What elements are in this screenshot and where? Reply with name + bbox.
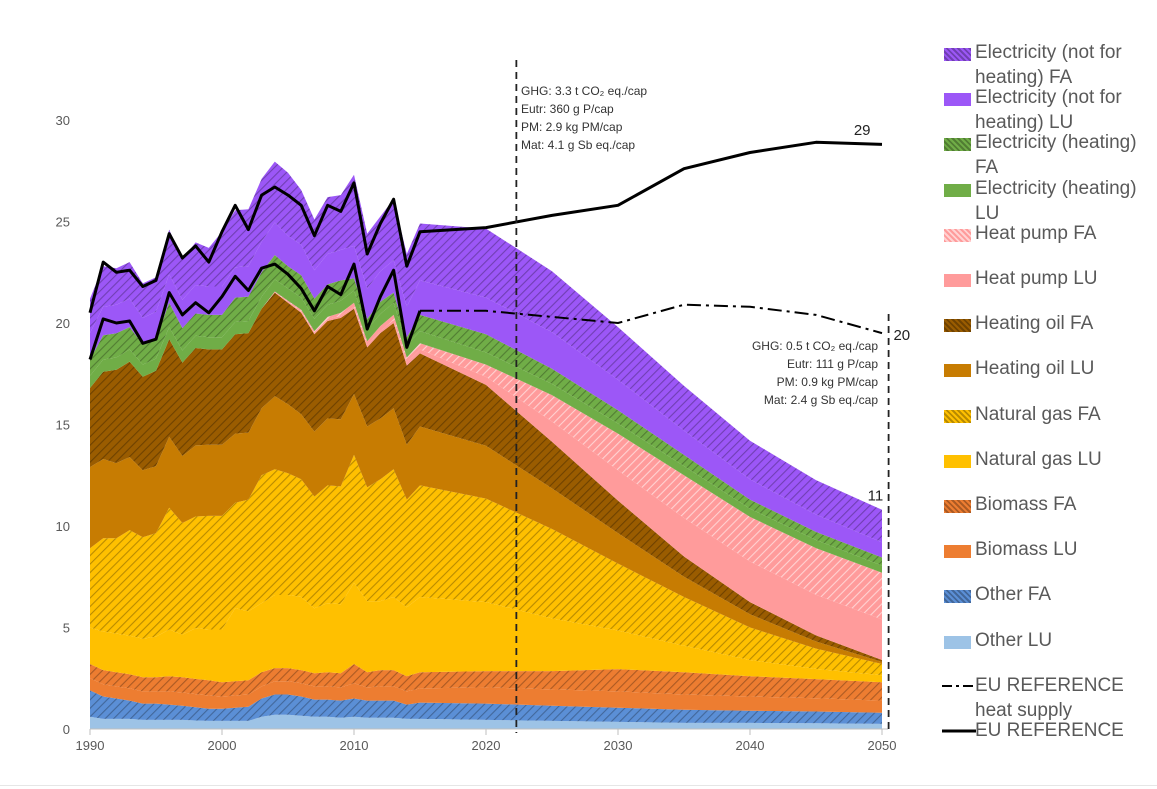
area-layer	[90, 161, 882, 729]
legend-swatch	[944, 635, 971, 649]
reference-lines-layer	[88, 140, 883, 360]
legend-label: Biomass LU	[975, 539, 1078, 561]
area-heat-pump-lu	[90, 292, 882, 660]
y-tick-label: 5	[63, 621, 70, 636]
y-tick-label: 10	[56, 519, 70, 534]
legend-swatch	[942, 684, 976, 687]
legend-swatch	[944, 590, 971, 604]
area-heat-pump-fa	[90, 291, 882, 620]
legend-label: Biomass FA	[975, 494, 1077, 515]
legend-label: Heating oil FA	[975, 313, 1094, 335]
x-tick-label: 2020	[472, 738, 501, 753]
area-natural-gas-fa	[90, 454, 882, 676]
area-other-fa	[90, 690, 882, 724]
line-eu-reference-heat-supply	[420, 303, 883, 335]
area-biomass-fa	[90, 664, 882, 701]
y-tick-label: 30	[56, 113, 70, 128]
x-tick-label: 2040	[736, 738, 765, 753]
line-eu-reference	[88, 140, 883, 314]
legend-label: EU REFERENCE	[975, 720, 1124, 741]
legend-swatch	[944, 48, 971, 61]
x-tick-label: 2010	[340, 738, 369, 753]
area-electricity-not-for-heating-lu	[90, 222, 882, 558]
y-tick-label: 25	[56, 215, 70, 230]
x-tick-label: 2050	[868, 738, 897, 753]
end-value-label: 29	[854, 122, 871, 139]
line-historic-heat-supply	[88, 262, 422, 360]
axes-layer: 1990 2000 2010 2020 2030 2040 2050 0 5 10 15 20 25 30	[56, 113, 897, 753]
impact-annotation: GHG: 3.3 t CO₂ eq./cap Eutr: 360 g P/cap P…	[521, 84, 647, 152]
legend-swatch	[944, 545, 971, 559]
x-tick-label: 2000	[208, 738, 237, 753]
end-value-label: 11	[868, 488, 884, 505]
legend-swatch	[944, 409, 971, 423]
area-other-lu	[90, 714, 882, 729]
end-value-label: 20	[893, 327, 910, 344]
y-tick-label: 15	[56, 418, 70, 433]
legend-label: EU REFERENCE heat supply	[975, 674, 1124, 721]
x-tick-label: 2030	[604, 738, 633, 753]
legend-label: Electricity (not for heating) FA	[975, 42, 1122, 88]
area-heating-oil-fa	[90, 292, 882, 662]
area-biomass-lu	[90, 678, 882, 713]
legend-label: Heat pump LU	[975, 268, 1098, 289]
legend-swatch	[944, 364, 971, 378]
legend-swatch	[942, 729, 976, 733]
legend-label: Other FA	[975, 584, 1052, 606]
annotation-layer: GHG: 3.3 t CO₂ eq./cap Eutr: 360 g P/cap P…	[515, 60, 910, 733]
legend-label: Electricity (not for heating) LU	[975, 87, 1122, 134]
x-tick-label: 1990	[76, 738, 105, 753]
y-tick-label: 0	[63, 722, 70, 737]
legend-swatch	[944, 228, 971, 242]
legend-label: Electricity (heating) FA	[975, 132, 1137, 179]
area-heating-oil-lu	[90, 394, 882, 664]
bottom-divider	[0, 785, 1157, 786]
legend-label: Heating oil LU	[975, 358, 1095, 380]
area-natural-gas-lu	[90, 582, 882, 683]
legend-swatch	[944, 500, 971, 513]
legend-label: Electricity (heating) LU	[975, 177, 1137, 224]
legend-swatch	[944, 454, 971, 468]
legend-label: Natural gas FA	[975, 403, 1101, 425]
legend-label: Heat pump FA	[975, 222, 1097, 244]
legend-label: Other LU	[975, 629, 1053, 651]
legend-swatch	[944, 274, 971, 287]
y-tick-label: 20	[56, 316, 70, 331]
legend-swatch	[944, 183, 971, 197]
legend-swatch	[944, 319, 971, 333]
legend-swatch	[944, 138, 971, 152]
legend-swatch	[944, 93, 971, 107]
area-electricity-not-for-heating-fa	[90, 161, 882, 543]
legend-label: Natural gas LU	[975, 448, 1102, 470]
impact-annotation: GHG: 0.5 t CO₂ eq./cap Eutr: 111 g P/cap P…	[752, 339, 878, 407]
